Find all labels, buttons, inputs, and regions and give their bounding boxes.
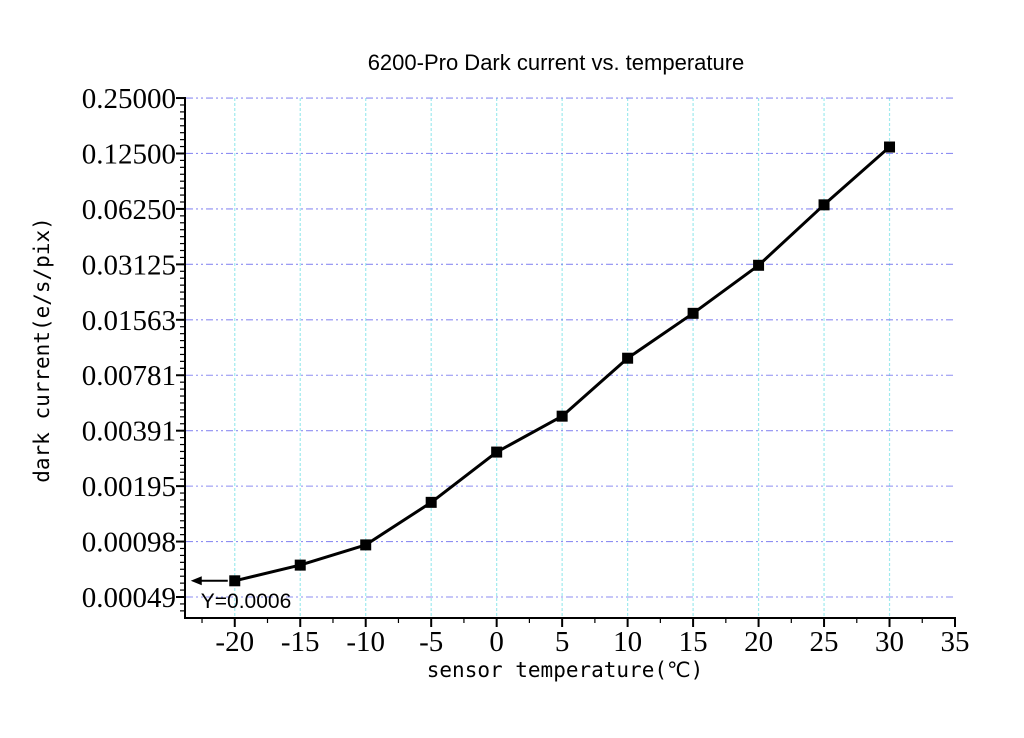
data-point-marker: [294, 559, 306, 571]
svg-text:0.06250: 0.06250: [82, 194, 176, 226]
y-axis-ticks: [176, 97, 185, 612]
data-point-marker: [360, 539, 372, 551]
svg-text:0.03125: 0.03125: [82, 249, 176, 281]
svg-text:5: 5: [555, 626, 570, 658]
svg-text:0.00391: 0.00391: [82, 416, 176, 448]
svg-text:0.25000: 0.25000: [82, 83, 176, 115]
x-axis-ticks: [201, 618, 956, 627]
chart-title: 6200-Pro Dark current vs. temperature: [367, 50, 745, 75]
svg-text:15: 15: [679, 626, 708, 658]
data-point-marker: [687, 307, 699, 319]
svg-text:0.00049: 0.00049: [82, 582, 176, 614]
x-axis-title: sensor temperature(℃): [426, 658, 704, 682]
svg-text:0.00781: 0.00781: [82, 360, 176, 392]
annotation-text: Y=0.0006: [201, 590, 292, 613]
svg-text:0.00195: 0.00195: [82, 471, 176, 503]
x-tick-labels: -20 -15 -10 -5 0 5 10 15 20 25 30 35: [215, 626, 969, 658]
svg-text:35: 35: [941, 626, 970, 658]
svg-text:30: 30: [875, 626, 904, 658]
data-point-marker: [229, 575, 241, 587]
svg-text:-15: -15: [281, 626, 320, 658]
svg-text:0.00098: 0.00098: [82, 527, 176, 559]
annotation: Y=0.0006: [190, 576, 292, 613]
svg-text:10: 10: [613, 626, 642, 658]
vertical-gridlines: [234, 98, 891, 618]
data-point-marker: [622, 352, 634, 364]
data-point-marker: [753, 259, 765, 271]
svg-text:0.12500: 0.12500: [82, 138, 176, 170]
data-point-marker: [818, 199, 830, 211]
horizontal-gridlines: [186, 97, 953, 598]
arrow-head-icon: [190, 576, 202, 586]
series-markers: [229, 141, 896, 587]
svg-text:-5: -5: [419, 626, 443, 658]
y-tick-labels: 0.25000 0.12500 0.06250 0.03125 0.01563 0.007…: [82, 83, 176, 614]
axes: [184, 97, 956, 619]
svg-text:0: 0: [489, 626, 504, 658]
svg-text:-10: -10: [346, 626, 385, 658]
data-point-marker: [884, 141, 896, 153]
svg-text:-20: -20: [215, 626, 254, 658]
svg-text:20: 20: [744, 626, 773, 658]
data-point-marker: [425, 496, 437, 508]
svg-text:25: 25: [810, 626, 839, 658]
svg-text:0.01563: 0.01563: [82, 305, 176, 337]
data-point-marker: [491, 446, 503, 458]
data-point-marker: [556, 410, 568, 422]
